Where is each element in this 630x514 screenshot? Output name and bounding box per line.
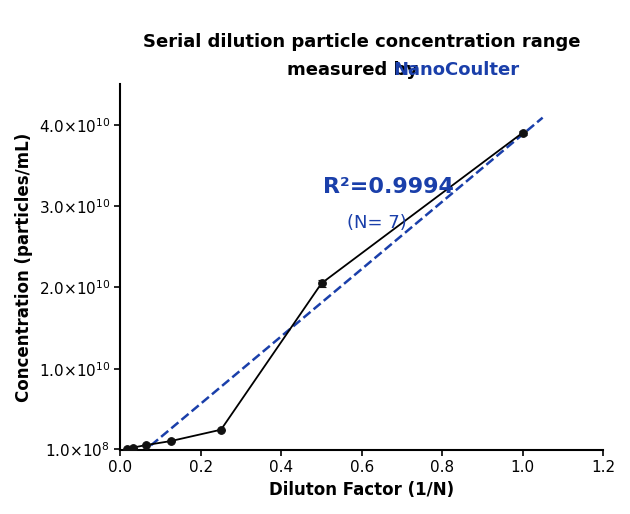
Text: (N= 7): (N= 7) bbox=[347, 214, 407, 232]
X-axis label: Diluton Factor (1/N): Diluton Factor (1/N) bbox=[269, 481, 454, 499]
Text: R²=0.9994: R²=0.9994 bbox=[323, 176, 454, 196]
Y-axis label: Concentration (particles/mL): Concentration (particles/mL) bbox=[15, 133, 33, 401]
Text: Serial dilution particle concentration range: Serial dilution particle concentration r… bbox=[143, 33, 580, 51]
Text: NanoCoulter: NanoCoulter bbox=[393, 61, 519, 79]
Text: measured by: measured by bbox=[287, 61, 424, 79]
